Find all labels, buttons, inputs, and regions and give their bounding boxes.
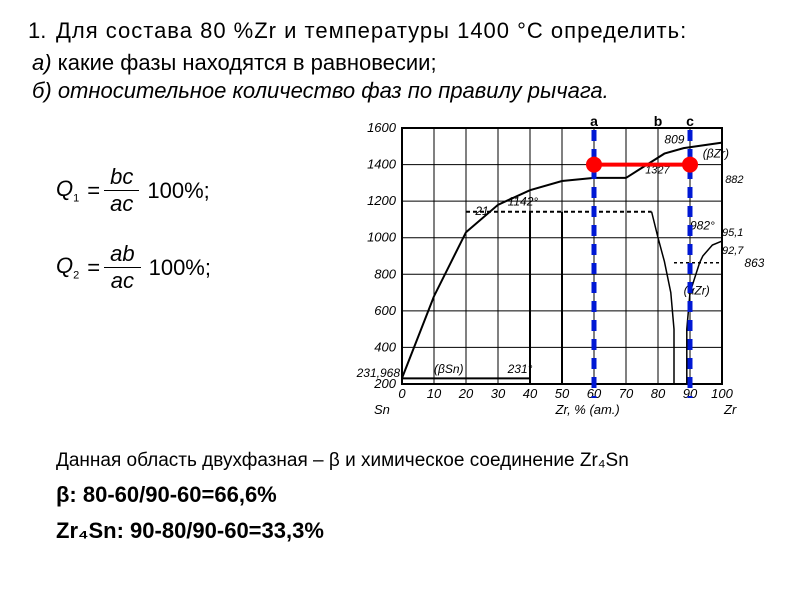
svg-text:1400: 1400 <box>367 157 397 172</box>
q1-tail: 100%; <box>147 178 209 204</box>
svg-text:80: 80 <box>651 386 666 401</box>
svg-text:c: c <box>686 114 694 129</box>
equals-sign: = <box>87 178 100 204</box>
svg-text:Zr, % (ат.): Zr, % (ат.) <box>555 402 620 417</box>
svg-text:(βSn): (βSn) <box>434 362 464 376</box>
q1-numerator: bc <box>104 164 139 191</box>
svg-text:50: 50 <box>555 386 570 401</box>
svg-text:1600: 1600 <box>367 120 397 135</box>
svg-text:1200: 1200 <box>367 193 397 208</box>
svg-text:809: 809 <box>664 133 684 147</box>
subtask-a-text: какие фазы находятся в равновесии; <box>52 50 437 75</box>
svg-text:21: 21 <box>474 204 488 218</box>
subtask-a-prefix: а) <box>32 50 52 75</box>
phase-region-note: Данная область двухфазная – β и химическ… <box>56 450 772 472</box>
svg-text:10: 10 <box>427 386 442 401</box>
svg-text:95,1: 95,1 <box>722 227 743 239</box>
svg-text:800: 800 <box>374 266 396 281</box>
svg-text:b: b <box>654 114 663 129</box>
svg-text:1000: 1000 <box>367 230 397 245</box>
subtask-a: а) какие фазы находятся в равновесии; <box>32 50 772 76</box>
q1-denominator: ac <box>104 191 139 217</box>
subtask-b: б) относительное количество фаз по прави… <box>32 78 772 104</box>
svg-text:1142°: 1142° <box>508 195 539 209</box>
phase-diagram-svg: 2004006008001000120014001600010203040506… <box>344 114 764 444</box>
q1-fraction: bc ac <box>104 164 139 217</box>
formula-q2: Q2 = ab ac 100%; <box>56 241 336 294</box>
svg-text:Sn: Sn <box>374 402 390 417</box>
svg-text:20: 20 <box>458 386 474 401</box>
q2-numerator: ab <box>104 241 140 268</box>
task-title: Для состава 80 %Zr и температуры 1400 °С… <box>56 18 772 44</box>
svg-text:400: 400 <box>374 339 396 354</box>
q2-tail: 100%; <box>149 255 211 281</box>
svg-text:982°: 982° <box>690 218 715 232</box>
equals-sign: = <box>87 255 100 281</box>
q2-fraction: ab ac <box>104 241 140 294</box>
svg-text:90: 90 <box>683 386 698 401</box>
svg-text:70: 70 <box>619 386 634 401</box>
subtask-b-prefix: б) <box>32 78 52 103</box>
q2-symbol: Q <box>56 253 73 278</box>
task-number: 1. <box>28 18 46 44</box>
svg-text:0: 0 <box>398 386 406 401</box>
svg-text:40: 40 <box>523 386 538 401</box>
beta-fraction: β: 80-60/90-60=66,6% <box>56 482 772 508</box>
subtask-b-text: относительное количество фаз по правилу … <box>52 78 609 103</box>
svg-text:a: a <box>590 114 598 129</box>
q2-denominator: ac <box>105 268 140 294</box>
formula-q1: Q1 = bc ac 100%; <box>56 164 336 217</box>
svg-text:60: 60 <box>587 386 602 401</box>
q1-index: 1 <box>73 193 79 205</box>
q2-index: 2 <box>73 270 79 282</box>
svg-text:882: 882 <box>725 174 743 186</box>
svg-text:92,7: 92,7 <box>722 245 744 257</box>
formulas-block: Q1 = bc ac 100%; Q2 = ab ac 100%; <box>56 114 336 444</box>
svg-text:(βZr): (βZr) <box>703 146 729 160</box>
svg-text:863: 863 <box>744 256 764 270</box>
phase-diagram-chart: 2004006008001000120014001600010203040506… <box>344 114 772 444</box>
q1-symbol: Q <box>56 176 73 201</box>
svg-text:600: 600 <box>374 303 396 318</box>
svg-text:30: 30 <box>491 386 506 401</box>
svg-text:231°: 231° <box>507 362 533 376</box>
zr4sn-fraction: Zr₄Sn: 90-80/90-60=33,3% <box>56 518 772 544</box>
svg-text:100: 100 <box>711 386 733 401</box>
svg-text:231,968: 231,968 <box>356 366 401 380</box>
conclusion-block: Данная область двухфазная – β и химическ… <box>56 450 772 544</box>
svg-text:Zr: Zr <box>723 402 737 417</box>
